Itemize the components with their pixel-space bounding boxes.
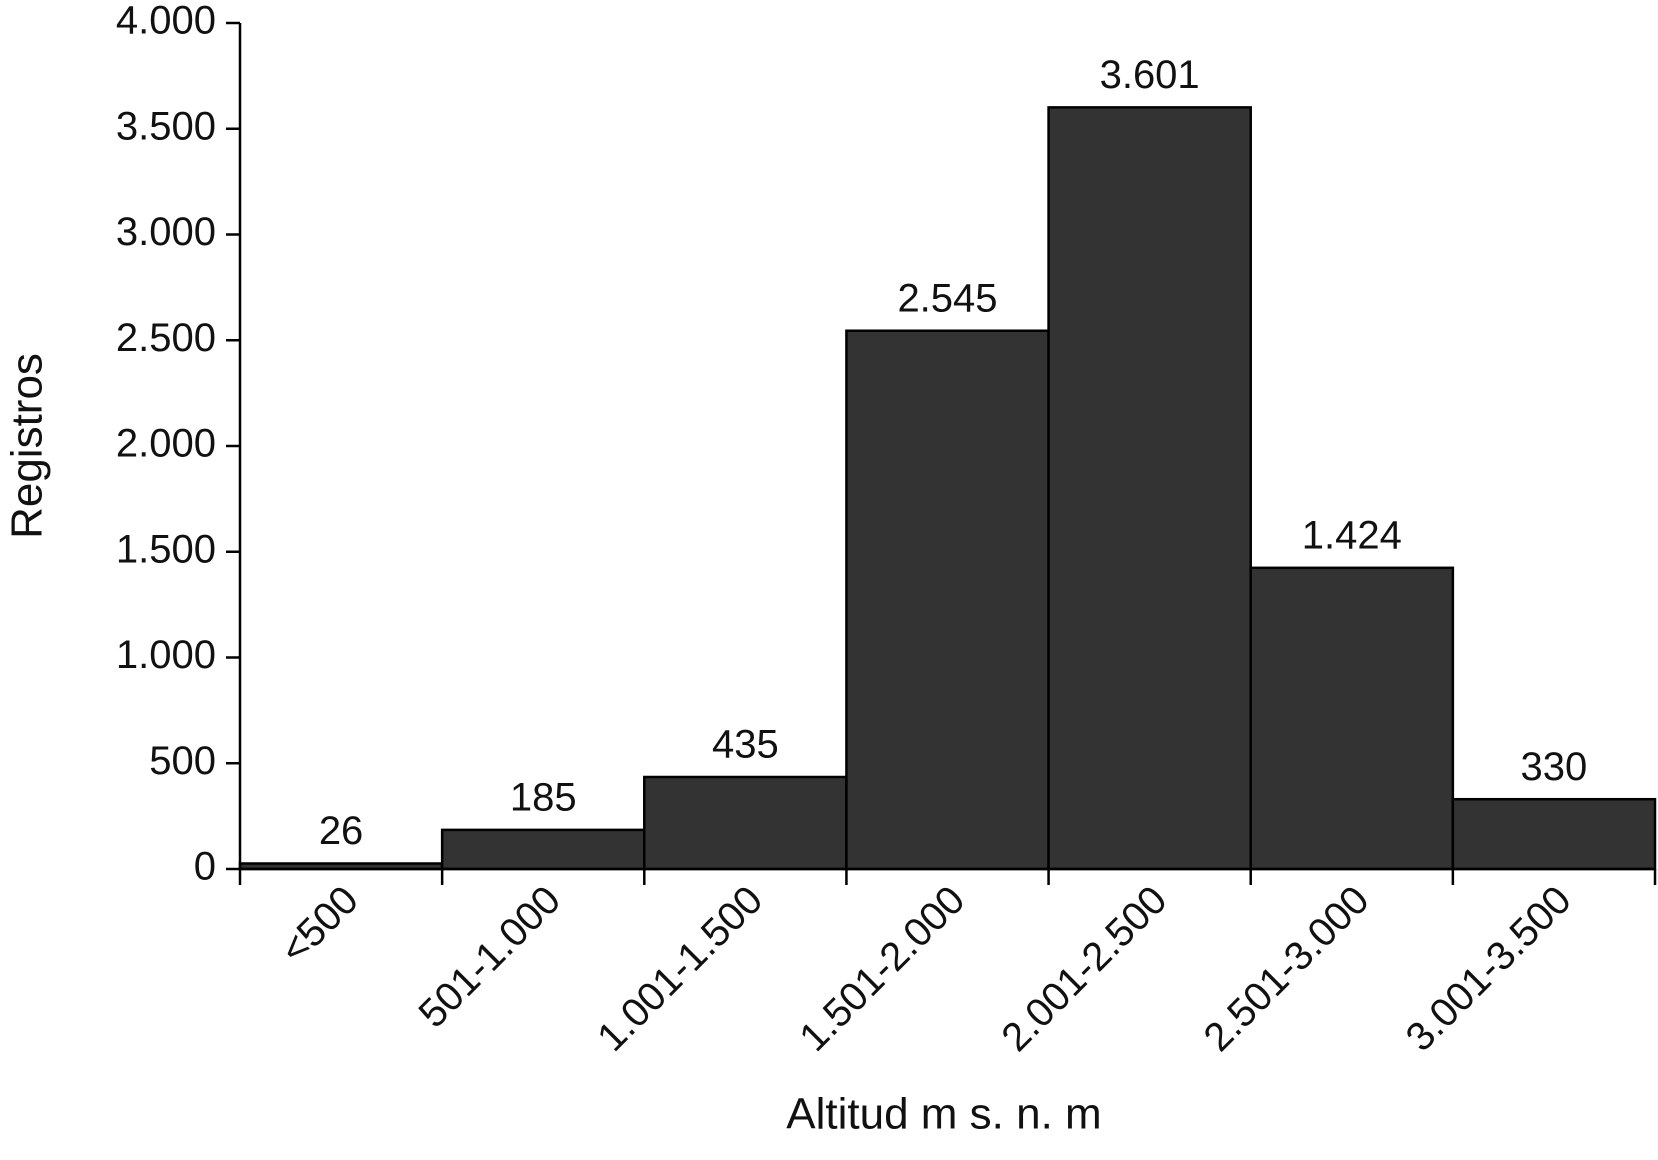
value-label: 1.424 [1302,513,1402,557]
value-label: 185 [510,775,577,819]
bar [845,329,1050,871]
x-tick-label: 1.501-2.000 [791,878,973,1060]
x-tick-label: 1.001-1.500 [589,878,771,1060]
y-tick-label: 0 [194,845,216,889]
y-tick-label: 2.000 [116,422,216,466]
bar [1451,797,1657,871]
bar [1047,106,1252,871]
x-tick-label: 501-1.000 [411,878,570,1037]
y-axis-title: Registros [3,353,52,539]
y-tick-label: 2.500 [116,316,216,360]
x-tick-label: 3.001-3.500 [1398,878,1580,1060]
y-tick-label: 3.000 [116,210,216,254]
y-tick-label: 500 [149,739,216,783]
bar [643,775,848,871]
y-tick-label: 1.000 [116,633,216,677]
value-label: 435 [712,723,779,767]
bar [440,828,646,871]
x-tick-label: 2.501-3.000 [1196,878,1378,1060]
x-tick-label: <500 [272,878,367,973]
value-label: 330 [1521,745,1588,789]
y-tick-label: 4.000 [116,0,216,43]
y-tick-label: 3.500 [116,104,216,148]
bar [1249,566,1455,871]
x-axis-title: Altitud m s. n. m [786,1090,1101,1139]
x-tick-label: 2.001-2.500 [993,878,1175,1060]
y-tick-label: 1.500 [116,527,216,571]
value-label: 26 [319,809,364,853]
value-label: 3.601 [1100,53,1200,97]
value-label: 2.545 [897,276,997,320]
